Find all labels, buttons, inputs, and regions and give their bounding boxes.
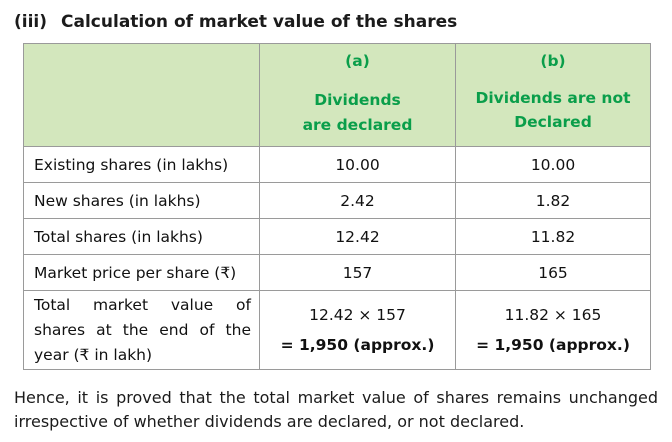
section-heading: (iii) Calculation of market value of the …: [14, 12, 457, 32]
total-cell-a: 12.42 × 157 = 1,950 (approx.): [259, 290, 456, 370]
cell-value-b: 11.82: [455, 218, 651, 255]
total-cell-b: 11.82 × 165 = 1,950 (approx.): [455, 290, 651, 370]
calculation-b: 11.82 × 165: [504, 306, 602, 324]
row-label: New shares (in lakhs): [23, 182, 260, 219]
total-value-row: Total market value of shares at the end …: [23, 290, 651, 370]
market-value-table: (a) Dividends are declared (b) Dividends…: [23, 43, 651, 370]
row-label: Market price per share (₹): [23, 254, 260, 291]
table-row: New shares (in lakhs) 2.42 1.82: [23, 182, 651, 219]
cell-value-a: 10.00: [259, 146, 456, 183]
section-title: Calculation of market value of the share…: [61, 12, 458, 32]
column-b-label-line1: Dividends are not: [475, 89, 631, 107]
cell-value-a: 157: [259, 254, 456, 291]
cell-value-b: 1.82: [455, 182, 651, 219]
section-number: (iii): [14, 12, 48, 32]
cell-value-a: 12.42: [259, 218, 456, 255]
column-a-letter: (a): [345, 52, 370, 70]
calculation-a: 12.42 × 157: [309, 306, 406, 324]
column-a-label-line1: Dividends: [314, 91, 401, 109]
header-cell-a: (a) Dividends are declared: [259, 43, 456, 147]
result-b: = 1,950 (approx.): [476, 336, 630, 354]
table-row: Existing shares (in lakhs) 10.00 10.00: [23, 146, 651, 183]
row-label: Existing shares (in lakhs): [23, 146, 260, 183]
column-b-label-line2: Declared: [514, 113, 592, 131]
table-row: Total shares (in lakhs) 12.42 11.82: [23, 218, 651, 255]
table-header-row: (a) Dividends are declared (b) Dividends…: [23, 43, 651, 147]
header-cell-b: (b) Dividends are not Declared: [455, 43, 651, 147]
result-a: = 1,950 (approx.): [280, 336, 435, 354]
cell-value-a: 2.42: [259, 182, 456, 219]
row-label: Total shares (in lakhs): [23, 218, 260, 255]
column-a-label-line2: are declared: [302, 116, 413, 134]
column-b-letter: (b): [540, 52, 566, 70]
cell-value-b: 10.00: [455, 146, 651, 183]
conclusion-paragraph: Hence, it is proved that the total marke…: [14, 388, 658, 431]
total-row-label: Total market value of shares at the end …: [23, 290, 260, 370]
header-empty-cell: [23, 43, 260, 147]
cell-value-b: 165: [455, 254, 651, 291]
table-row: Market price per share (₹) 157 165: [23, 254, 651, 291]
